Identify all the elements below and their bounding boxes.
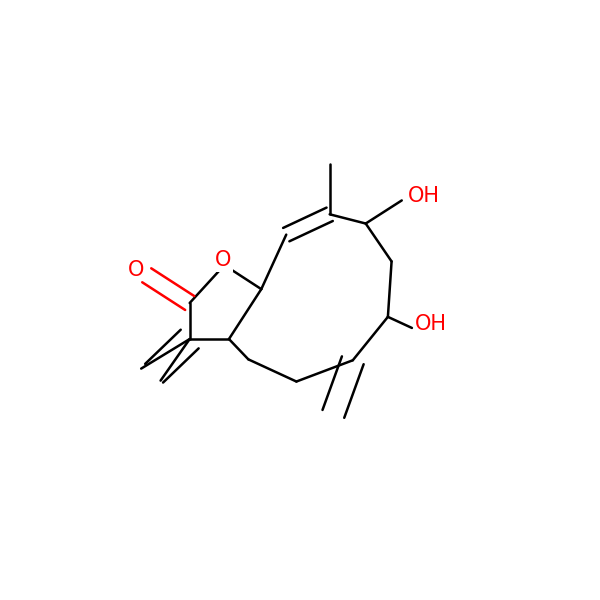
Text: O: O <box>215 250 232 271</box>
Text: O: O <box>127 260 144 280</box>
Text: OH: OH <box>408 186 440 206</box>
Text: OH: OH <box>415 314 448 334</box>
